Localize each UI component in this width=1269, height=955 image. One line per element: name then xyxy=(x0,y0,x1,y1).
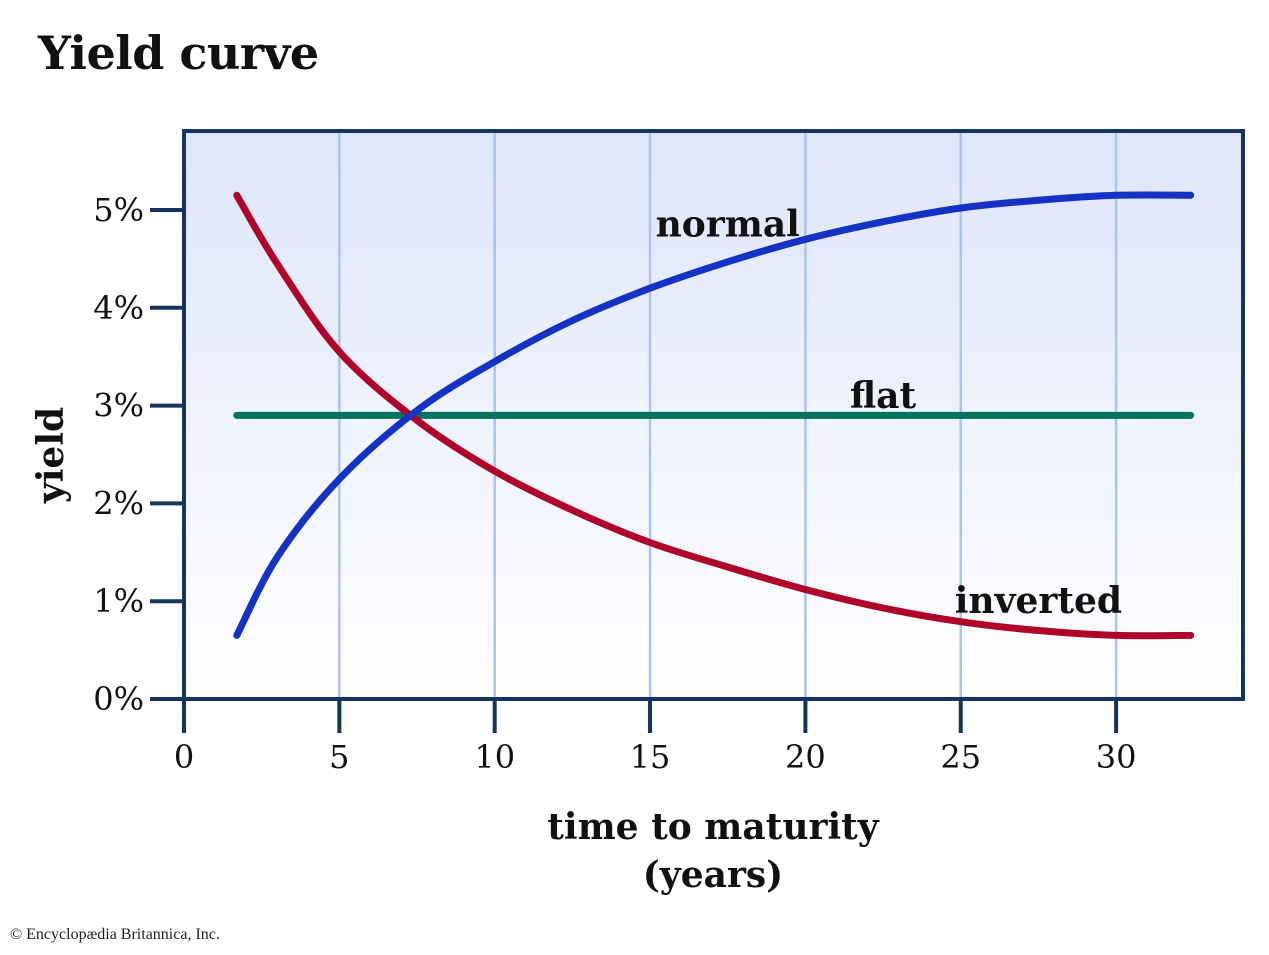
series-label-normal: normal xyxy=(656,204,800,246)
series-line-normal xyxy=(233,191,1195,639)
y-tick-label-2: 2% xyxy=(93,484,144,522)
y-tick-label-0: 0% xyxy=(93,680,144,718)
series-label-inverted: inverted xyxy=(955,580,1122,622)
x-tick-label-20: 20 xyxy=(785,738,826,776)
y-axis-title: yield xyxy=(30,407,72,504)
plot-frame xyxy=(182,129,1245,701)
series-label-flat: flat xyxy=(850,375,917,417)
chart-title: Yield curve xyxy=(38,26,319,80)
y-tick-label-3: 3% xyxy=(93,387,144,425)
x-axis-title: time to maturity xyxy=(547,806,880,848)
y-tick-label-4: 4% xyxy=(93,289,144,327)
y-tick-label-5: 5% xyxy=(93,191,144,229)
x-tick-label-10: 10 xyxy=(474,738,515,776)
axis-ticks: 0 5 10 15 20 25 30 0% 1% 2% 3% 4% 5% xyxy=(93,191,1136,776)
x-tick-label-15: 15 xyxy=(630,738,671,776)
series-line-inverted xyxy=(233,191,1195,640)
series-labels: normal flat inverted xyxy=(656,204,1122,623)
x-tick-label-0: 0 xyxy=(174,738,194,776)
series-lines xyxy=(233,191,1195,640)
x-tick-label-30: 30 xyxy=(1096,738,1137,776)
copyright-credit: © Encyclopædia Britannica, Inc. xyxy=(10,926,220,943)
x-axis-unit: (years) xyxy=(643,854,783,896)
y-tick-label-1: 1% xyxy=(93,582,144,620)
x-tick-label-5: 5 xyxy=(329,738,349,776)
x-tick-label-25: 25 xyxy=(940,738,981,776)
